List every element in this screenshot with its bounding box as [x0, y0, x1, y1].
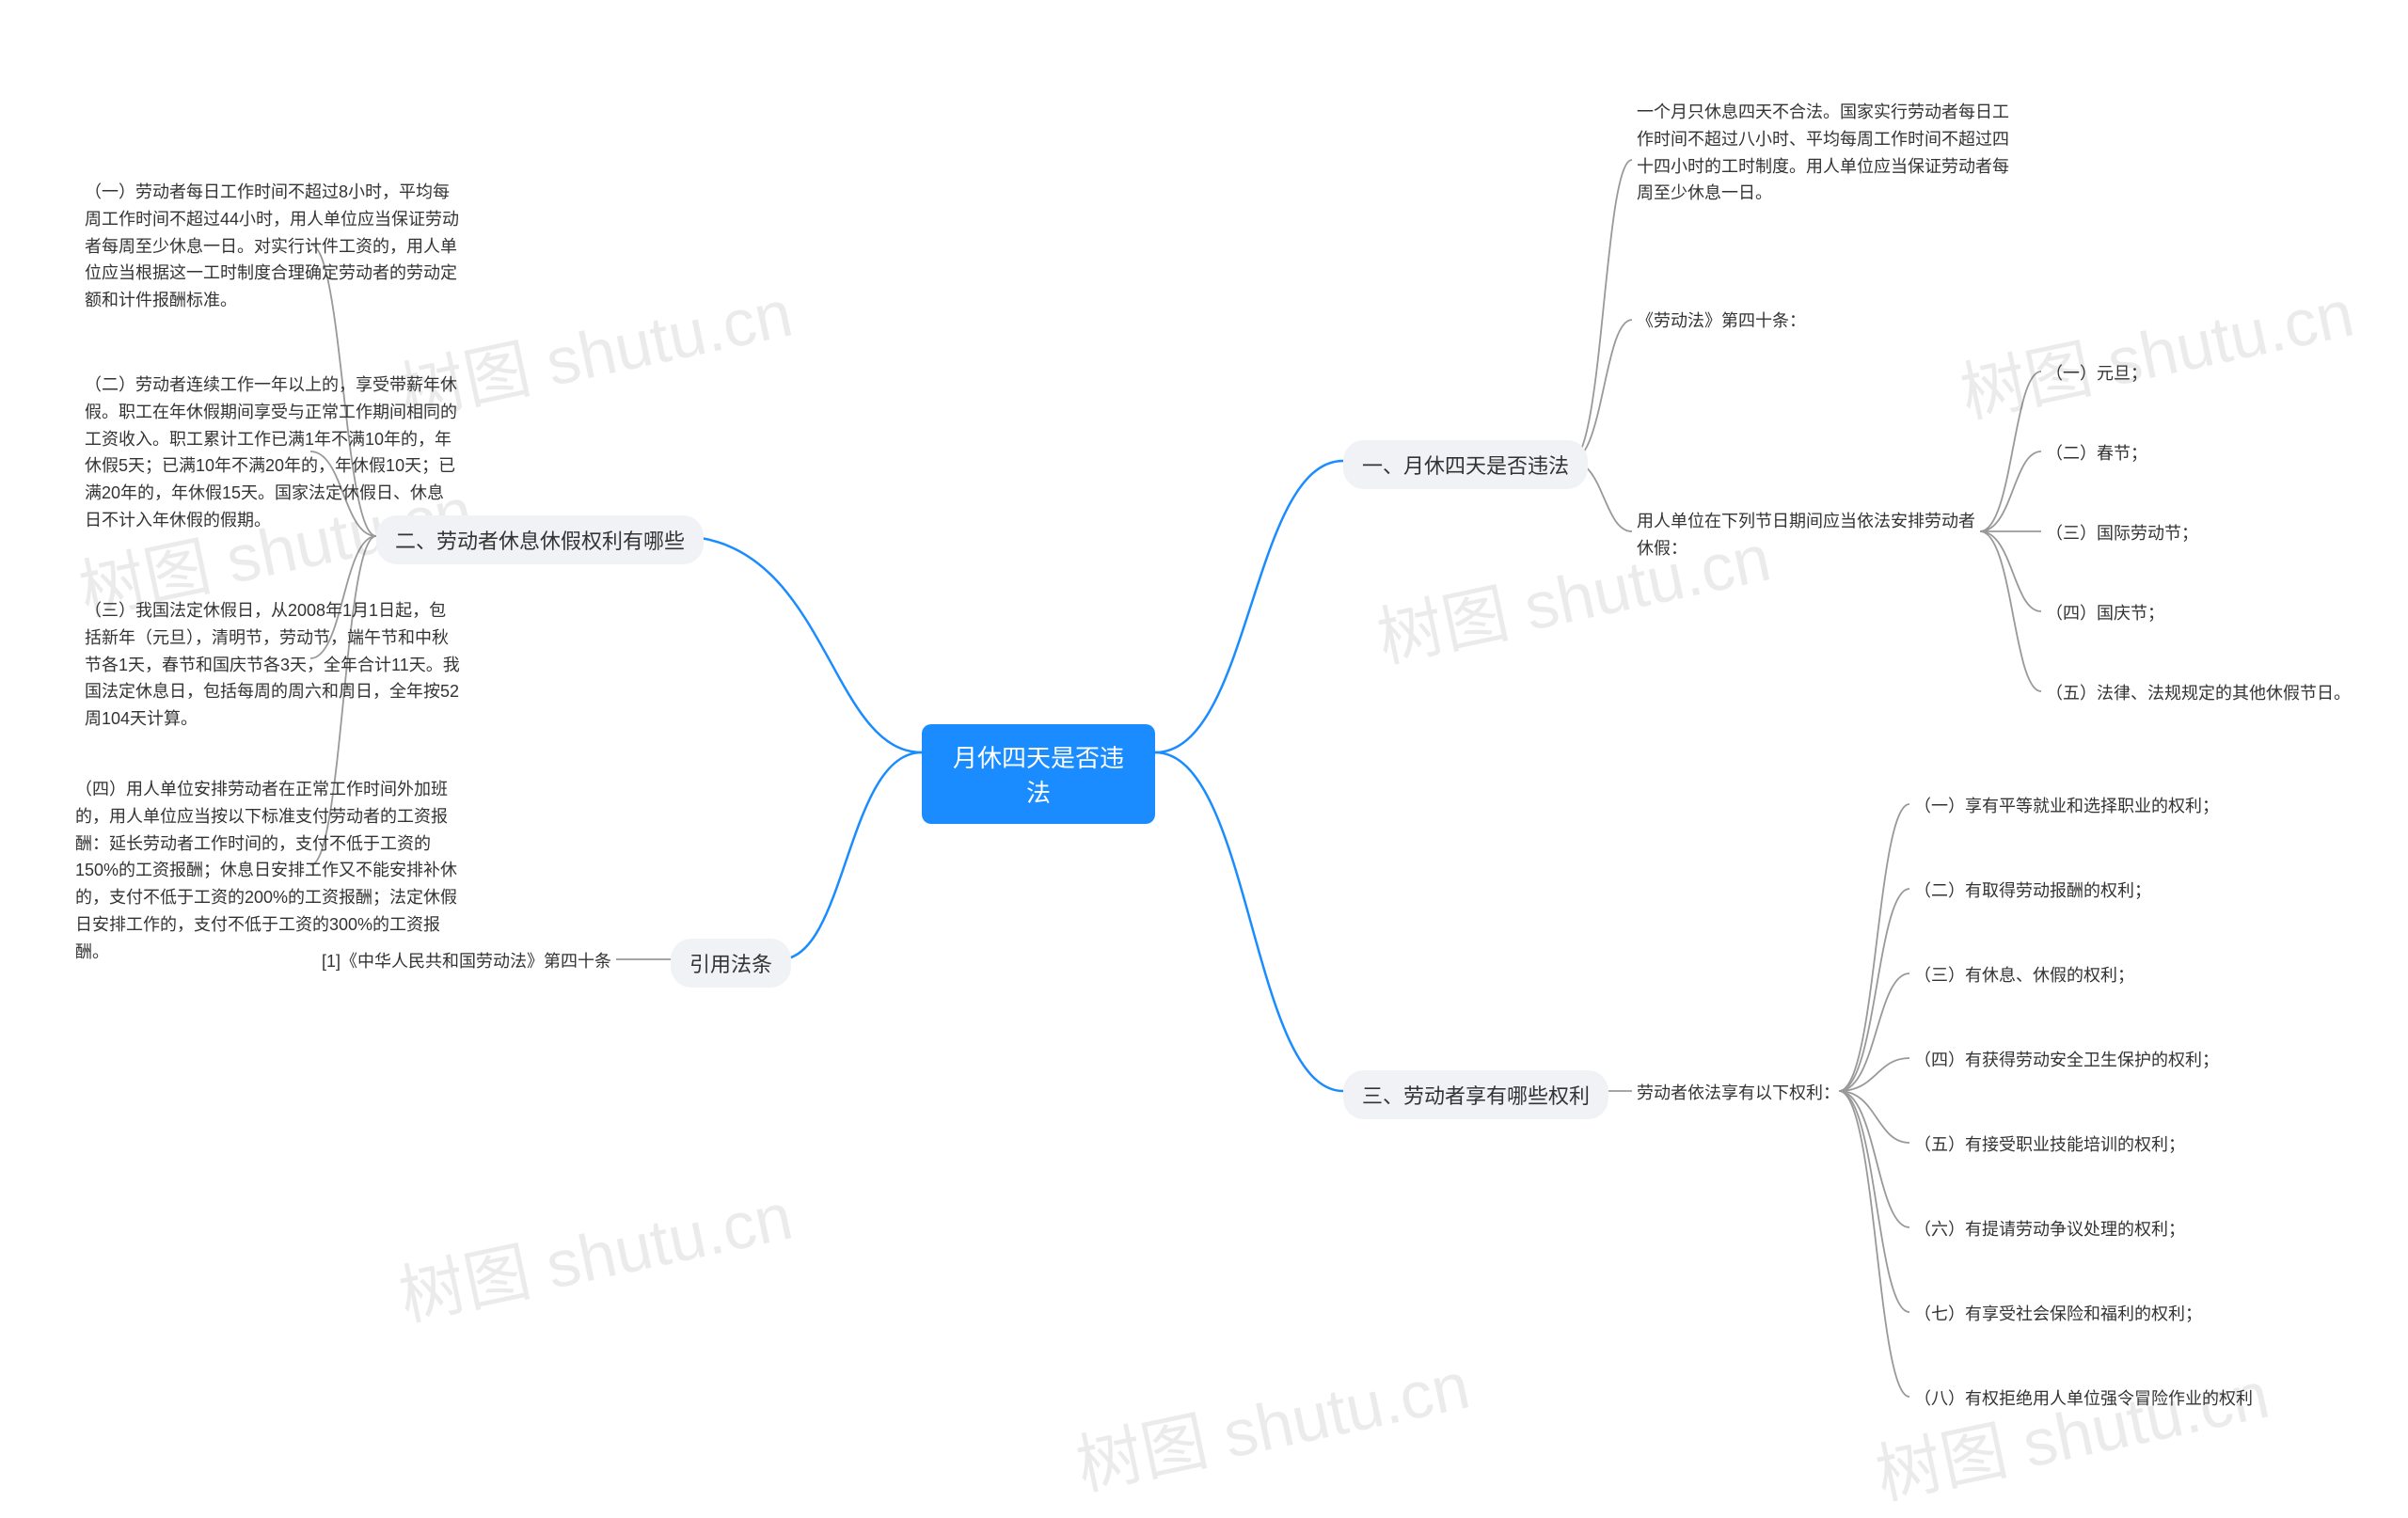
- leaf-b3c1f: （六）有提请劳动争议处理的权利；: [1914, 1216, 2185, 1243]
- leaf-b3c1a: （一）享有平等就业和选择职业的权利；: [1914, 793, 2219, 820]
- leaf-b4c1: [1]《中华人民共和国劳动法》第四十条: [301, 948, 611, 975]
- leaf-b1c3d: （四）国庆节；: [2046, 600, 2164, 627]
- leaf-b1c3e: （五）法律、法规规定的其他休假节日。: [2046, 680, 2351, 707]
- leaf-b3c1c: （三）有休息、休假的权利；: [1914, 962, 2134, 989]
- leaf-b2c3: （三）我国法定休假日，从2008年1月1日起，包括新年（元旦），清明节，劳动节，…: [85, 597, 461, 733]
- leaf-b1c1: 一个月只休息四天不合法。国家实行劳动者每日工作时间不超过八小时、平均每周工作时间…: [1637, 99, 2013, 207]
- branch-1[interactable]: 一、月休四天是否违法: [1343, 440, 1588, 489]
- leaf-b1c3b: （二）春节；: [2046, 440, 2147, 467]
- leaf-b2c4: （四）用人单位安排劳动者在正常工作时间外加班的，用人单位应当按以下标准支付劳动者…: [75, 776, 470, 966]
- leaf-b3c1b: （二）有取得劳动报酬的权利；: [1914, 878, 2151, 905]
- leaf-b1c2: 《劳动法》第四十条：: [1637, 308, 1806, 335]
- leaf-b2c2: （二）劳动者连续工作一年以上的，享受带薪年休假。职工在年休假期间享受与正常工作期…: [85, 372, 461, 534]
- branch-4[interactable]: 引用法条: [671, 939, 791, 988]
- leaf-b2c1: （一）劳动者每日工作时间不超过8小时，平均每周工作时间不超过44小时，用人单位应…: [85, 179, 461, 314]
- leaf-b3c1d: （四）有获得劳动安全卫生保护的权利；: [1914, 1047, 2219, 1074]
- leaf-b1c3c: （三）国际劳动节；: [2046, 520, 2198, 547]
- leaf-b3c1e: （五）有接受职业技能培训的权利；: [1914, 1131, 2185, 1159]
- leaf-b3c1g: （七）有享受社会保险和福利的权利；: [1914, 1301, 2202, 1328]
- leaf-b1c3a: （一）元旦；: [2046, 360, 2147, 387]
- root-node[interactable]: 月休四天是否违法: [922, 724, 1155, 824]
- leaf-b3c1h: （八）有权拒绝用人单位强令冒险作业的权利: [1914, 1385, 2253, 1413]
- leaf-b1c3: 用人单位在下列节日期间应当依法安排劳动者休假：: [1637, 508, 1975, 562]
- leaf-b3c1: 劳动者依法享有以下权利：: [1637, 1080, 1840, 1107]
- branch-3[interactable]: 三、劳动者享有哪些权利: [1343, 1070, 1608, 1119]
